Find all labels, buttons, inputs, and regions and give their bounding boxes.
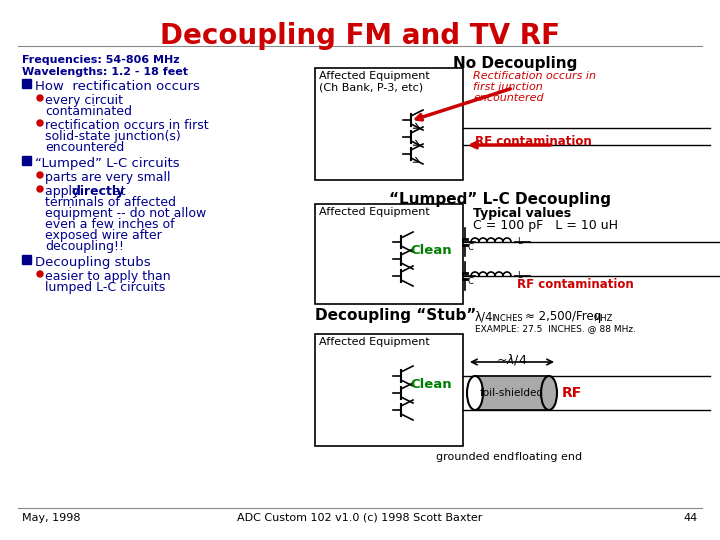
Text: C: C bbox=[468, 278, 474, 287]
Bar bbox=[22, 79, 31, 88]
Text: Decoupling “Stub”: Decoupling “Stub” bbox=[315, 308, 477, 323]
Text: contaminated: contaminated bbox=[45, 105, 132, 118]
Text: lumped L-C circuits: lumped L-C circuits bbox=[45, 281, 166, 294]
Ellipse shape bbox=[541, 376, 557, 410]
Text: Frequencies: 54-806 MHz: Frequencies: 54-806 MHz bbox=[22, 55, 179, 65]
Text: EXAMPLE: 27.5  INCHES. @ 88 MHz.: EXAMPLE: 27.5 INCHES. @ 88 MHz. bbox=[475, 324, 636, 333]
Text: (Ch Bank, P-3, etc): (Ch Bank, P-3, etc) bbox=[319, 82, 423, 92]
Bar bbox=[315, 204, 463, 304]
Text: C = 100 pF   L = 10 uH: C = 100 pF L = 10 uH bbox=[473, 219, 618, 232]
Text: Typical values: Typical values bbox=[473, 207, 571, 220]
Text: Affected Equipment: Affected Equipment bbox=[319, 337, 430, 347]
Text: ~$\lambda$/4: ~$\lambda$/4 bbox=[496, 352, 528, 367]
Text: parts are very small: parts are very small bbox=[45, 171, 171, 184]
Text: ADC Custom 102 v1.0 (c) 1998 Scott Baxter: ADC Custom 102 v1.0 (c) 1998 Scott Baxte… bbox=[238, 513, 482, 523]
Text: rectification occurs in first: rectification occurs in first bbox=[45, 119, 209, 132]
Text: Affected Equipment: Affected Equipment bbox=[319, 207, 430, 217]
Text: L: L bbox=[517, 271, 521, 280]
Text: encountered: encountered bbox=[473, 93, 544, 103]
Text: apply: apply bbox=[45, 185, 84, 198]
Text: “Lumped” L-C Decoupling: “Lumped” L-C Decoupling bbox=[389, 192, 611, 207]
Text: terminals of affected: terminals of affected bbox=[45, 196, 176, 209]
Ellipse shape bbox=[467, 376, 483, 410]
Ellipse shape bbox=[37, 120, 43, 126]
Text: How  rectification occurs: How rectification occurs bbox=[35, 80, 200, 93]
Text: Clean: Clean bbox=[410, 245, 451, 258]
Text: Decoupling stubs: Decoupling stubs bbox=[35, 256, 150, 269]
Text: grounded end: grounded end bbox=[436, 452, 514, 462]
Text: INCHES: INCHES bbox=[491, 314, 523, 323]
Text: No Decoupling: No Decoupling bbox=[453, 56, 577, 71]
Text: C: C bbox=[468, 244, 474, 253]
Text: Affected Equipment: Affected Equipment bbox=[319, 71, 430, 81]
Bar bbox=[22, 255, 31, 264]
Text: λ/4: λ/4 bbox=[475, 310, 493, 323]
Bar bbox=[315, 68, 463, 180]
Text: RF contamination: RF contamination bbox=[475, 135, 592, 148]
Text: Rectification occurs in: Rectification occurs in bbox=[473, 71, 596, 81]
Ellipse shape bbox=[37, 172, 43, 178]
Text: every circuit: every circuit bbox=[45, 94, 123, 107]
Text: Decoupling FM and TV RF: Decoupling FM and TV RF bbox=[160, 22, 560, 50]
Bar bbox=[22, 156, 31, 165]
Text: decoupling!!: decoupling!! bbox=[45, 240, 124, 253]
Text: RF: RF bbox=[562, 386, 582, 400]
Text: May, 1998: May, 1998 bbox=[22, 513, 81, 523]
Text: foil-shielded: foil-shielded bbox=[480, 388, 544, 398]
Text: at: at bbox=[109, 185, 125, 198]
Text: exposed wire after: exposed wire after bbox=[45, 229, 162, 242]
Ellipse shape bbox=[37, 95, 43, 101]
Text: directly: directly bbox=[71, 185, 124, 198]
Ellipse shape bbox=[37, 271, 43, 277]
Text: L: L bbox=[517, 237, 521, 246]
Text: Wavelengths: 1.2 - 18 feet: Wavelengths: 1.2 - 18 feet bbox=[22, 67, 188, 77]
Text: 44: 44 bbox=[684, 513, 698, 523]
Text: floating end: floating end bbox=[516, 452, 582, 462]
Text: encountered: encountered bbox=[45, 141, 125, 154]
Text: Clean: Clean bbox=[410, 379, 451, 392]
Text: even a few inches of: even a few inches of bbox=[45, 218, 175, 231]
Text: MHZ: MHZ bbox=[593, 314, 613, 323]
Text: “Lumped” L-C circuits: “Lumped” L-C circuits bbox=[35, 157, 179, 170]
Bar bbox=[315, 334, 463, 446]
Text: equipment -- do not allow: equipment -- do not allow bbox=[45, 207, 206, 220]
Text: RF contamination: RF contamination bbox=[517, 278, 634, 291]
Ellipse shape bbox=[37, 186, 43, 192]
Text: first junction: first junction bbox=[473, 82, 543, 92]
Text: ≈ 2,500/Freq: ≈ 2,500/Freq bbox=[525, 310, 601, 323]
Bar bbox=[475, 376, 549, 410]
Text: easier to apply than: easier to apply than bbox=[45, 270, 171, 283]
Text: solid-state junction(s): solid-state junction(s) bbox=[45, 130, 181, 143]
